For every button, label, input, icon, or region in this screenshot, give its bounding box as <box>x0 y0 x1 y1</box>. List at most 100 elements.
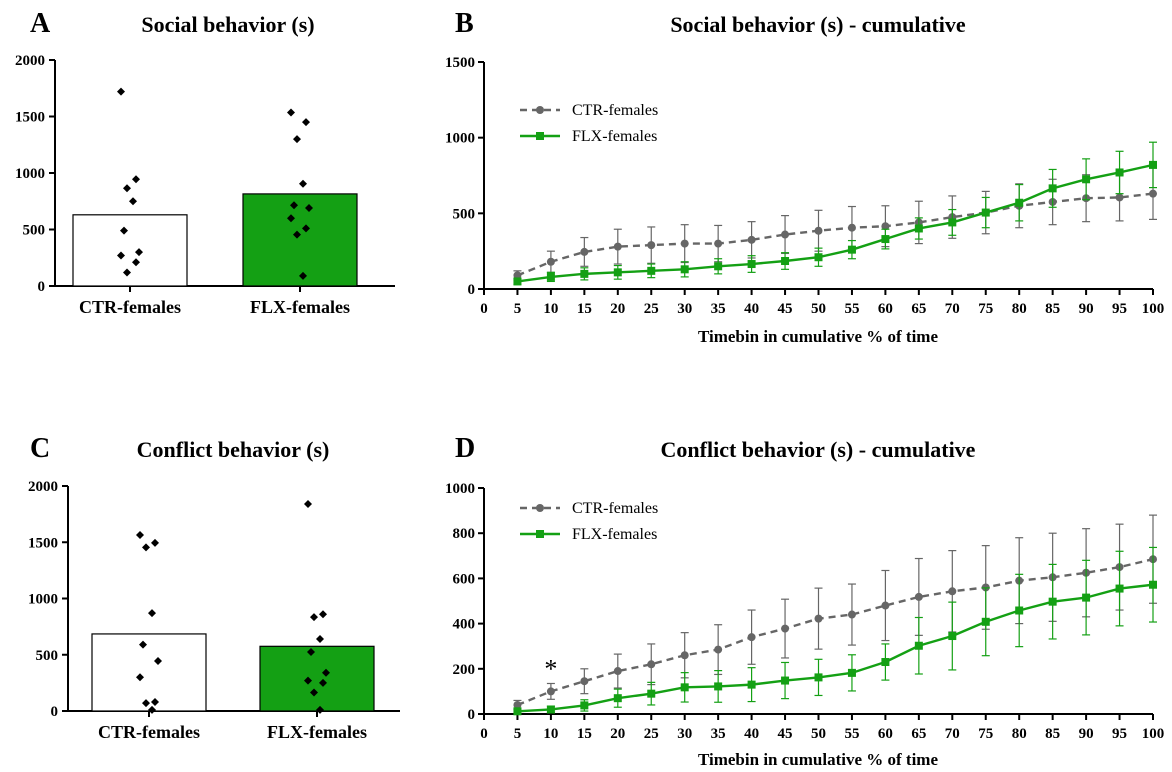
data-point <box>647 266 656 275</box>
y-tick-label: 0 <box>51 704 59 720</box>
y-tick-label: 0 <box>468 707 476 723</box>
data-point <box>546 687 555 696</box>
x-axis-label-d: Timebin in cumulative % of time <box>698 750 938 769</box>
x-tick-label: 25 <box>644 726 659 742</box>
category-label: FLX-females <box>250 297 350 317</box>
x-tick-label: 70 <box>945 726 960 742</box>
data-point <box>714 645 723 654</box>
y-tick-label: 500 <box>36 648 59 664</box>
data-point <box>747 680 756 689</box>
x-tick-label: 5 <box>514 726 522 742</box>
data-point <box>1048 597 1057 606</box>
data-point <box>781 257 790 266</box>
data-point <box>1115 193 1124 202</box>
y-tick-label: 500 <box>23 223 46 239</box>
y-tick-label: 1000 <box>445 481 475 497</box>
data-point <box>117 87 125 96</box>
x-tick-label: 45 <box>778 301 793 317</box>
data-point <box>814 226 823 235</box>
data-point <box>139 640 147 649</box>
x-tick-label: 40 <box>744 301 759 317</box>
legend-label: CTR-females <box>572 102 658 119</box>
data-point <box>513 271 522 280</box>
panel-letter-a: A <box>30 8 51 39</box>
data-point <box>151 538 159 547</box>
significance-marker: * <box>544 654 557 683</box>
data-point <box>1048 184 1057 193</box>
legend-marker <box>536 504 544 512</box>
chart-title-b: Social behavior (s) - cumulative <box>670 12 966 37</box>
data-point <box>299 179 307 188</box>
y-tick-label: 600 <box>453 571 476 587</box>
data-point <box>293 230 301 239</box>
series-line <box>516 558 1154 707</box>
panel-letter-c: C <box>30 433 50 464</box>
data-point <box>847 245 856 254</box>
x-tick-label: 90 <box>1079 301 1094 317</box>
data-point <box>981 208 990 217</box>
data-point <box>513 277 522 286</box>
x-tick-label: 55 <box>844 726 859 742</box>
data-point <box>814 614 823 623</box>
x-tick-label: 20 <box>610 301 625 317</box>
data-point <box>814 673 823 682</box>
data-point <box>580 677 589 686</box>
data-point <box>316 705 324 714</box>
x-tick-label: 45 <box>778 726 793 742</box>
series-line <box>516 192 1154 277</box>
series-ctr-females <box>513 167 1157 281</box>
x-tick-label: 0 <box>480 726 488 742</box>
data-point <box>319 610 327 619</box>
bar-flx-females <box>242 193 358 287</box>
series-ctr-females <box>513 514 1157 711</box>
data-point <box>881 235 890 244</box>
chart-title-d: Conflict behavior (s) - cumulative <box>661 437 976 462</box>
x-tick-label: 65 <box>911 726 926 742</box>
line-chart-b: 0 500 1000 1500 0 5 10 15 20 25 30 35 40 45 50 55 60 65 70… <box>445 55 1164 317</box>
data-point <box>117 251 125 260</box>
data-point <box>781 230 790 239</box>
x-tick-label: 80 <box>1012 726 1027 742</box>
data-point <box>680 265 689 274</box>
y-tick-label: 2000 <box>15 53 45 69</box>
data-point <box>948 218 957 227</box>
data-point <box>613 268 622 277</box>
x-tick-label: 75 <box>978 301 993 317</box>
x-tick-label: 50 <box>811 301 826 317</box>
legend-label: FLX-females <box>572 128 657 145</box>
data-point <box>647 241 656 250</box>
legend-marker <box>536 132 544 140</box>
data-point <box>981 617 990 626</box>
x-tick-label: 20 <box>610 726 625 742</box>
data-point <box>120 226 128 235</box>
x-tick-label: 90 <box>1079 726 1094 742</box>
data-point <box>1015 606 1024 615</box>
data-point <box>142 699 150 708</box>
x-tick-label: 35 <box>711 726 726 742</box>
data-point <box>132 258 140 267</box>
data-point <box>914 224 923 233</box>
x-tick-label: 95 <box>1112 301 1127 317</box>
data-point <box>307 647 315 656</box>
x-tick-label: 35 <box>711 301 726 317</box>
data-point <box>914 641 923 650</box>
x-tick-label: 85 <box>1045 301 1060 317</box>
data-point <box>148 705 156 714</box>
x-tick-label: 55 <box>844 301 859 317</box>
data-point <box>1149 160 1157 169</box>
data-point <box>513 700 522 709</box>
data-point <box>129 197 137 206</box>
series-line <box>517 163 1154 283</box>
bar-flx-females <box>259 645 375 712</box>
legend-label: FLX-females <box>572 526 657 543</box>
panel-d: D Conflict behavior (s) - cumulative 0 20… <box>445 433 1164 769</box>
data-point <box>319 678 327 687</box>
data-point <box>580 269 589 278</box>
data-point <box>287 108 295 117</box>
bar-ctr-females <box>72 214 188 287</box>
y-tick-label: 2000 <box>28 479 58 495</box>
data-point <box>847 610 856 619</box>
data-point <box>322 668 330 677</box>
data-point <box>1115 168 1124 177</box>
